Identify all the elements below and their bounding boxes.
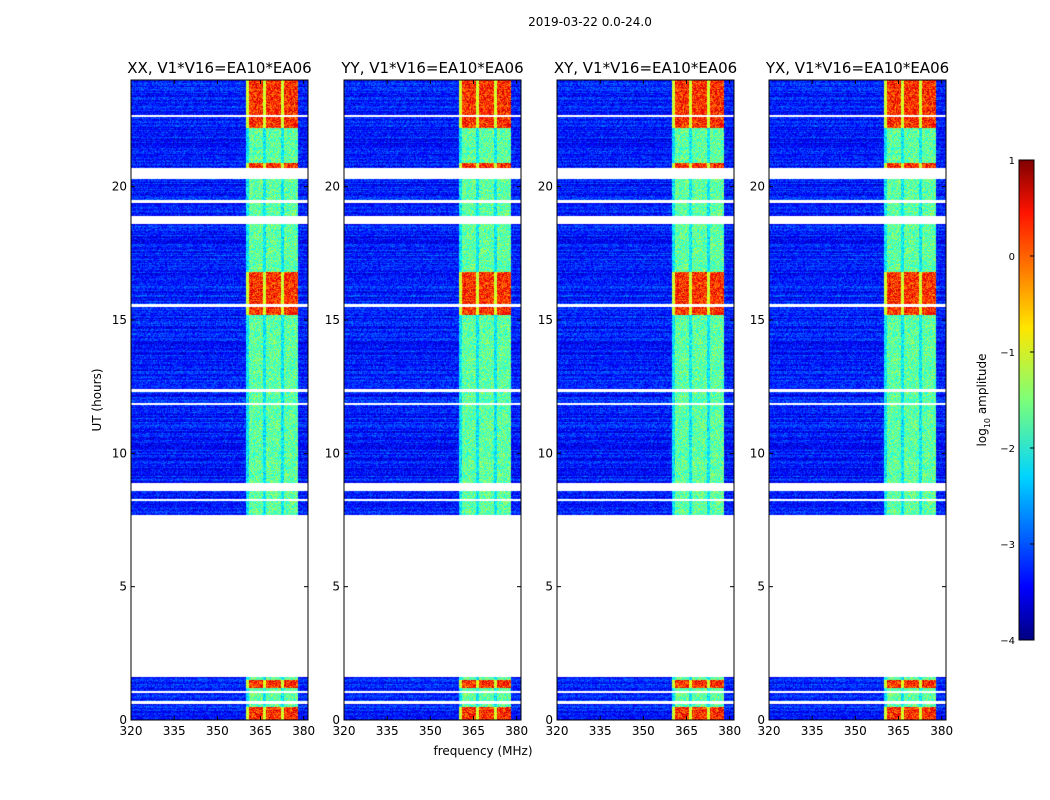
x-tick-label: 365 — [675, 724, 698, 738]
panel-title: XX, V1*V16=EA10*EA06 — [127, 59, 311, 77]
y-tick-label: 20 — [112, 180, 127, 194]
y-tick-label: 15 — [112, 313, 127, 327]
colorbar-tick-label: 0 — [1009, 252, 1015, 263]
x-tick-label: 350 — [206, 724, 229, 738]
x-tick-label: 350 — [632, 724, 655, 738]
colorbar-label: log10 amplitude — [975, 354, 992, 447]
colorbar-gradient — [1018, 159, 1035, 641]
x-tick-label: 320 — [120, 724, 143, 738]
x-tick-label: 335 — [801, 724, 824, 738]
panel-3: XY, V1*V16=EA10*EA06 320 335 350 365 380 0 5 10 1… — [538, 59, 741, 738]
x-tick-label: 320 — [546, 724, 569, 738]
y-tick-label: 15 — [750, 313, 765, 327]
y-tick-label: 15 — [325, 313, 340, 327]
x-tick-label: 320 — [333, 724, 356, 738]
panel-title: XY, V1*V16=EA10*EA06 — [554, 59, 737, 77]
heatmap-image — [769, 80, 946, 720]
y-tick-label: 5 — [119, 580, 127, 594]
x-tick-label: 380 — [292, 724, 315, 738]
colorbar-tick-label: −3 — [1000, 540, 1015, 551]
x-tick-label: 350 — [419, 724, 442, 738]
y-tick-label: 15 — [538, 313, 553, 327]
axes-frame — [130, 79, 309, 721]
y-tick-label: 10 — [112, 446, 127, 460]
y-tick-label: 10 — [750, 446, 765, 460]
x-tick-label: 335 — [163, 724, 186, 738]
x-tick-label: 335 — [589, 724, 612, 738]
axes-frame — [343, 79, 522, 721]
heatmap-image — [131, 80, 308, 720]
y-axis-label: UT (hours) — [90, 368, 104, 431]
x-tick-label: 380 — [505, 724, 528, 738]
y-tick-label: 20 — [750, 180, 765, 194]
x-tick-label: 380 — [718, 724, 741, 738]
x-tick-label: 335 — [376, 724, 399, 738]
x-axis-label: frequency (MHz) — [433, 744, 532, 758]
axes-frame — [768, 79, 947, 721]
axes-frame — [556, 79, 735, 721]
x-tick-label: 365 — [887, 724, 910, 738]
x-tick-label: 380 — [930, 724, 953, 738]
y-tick-label: 5 — [757, 580, 765, 594]
y-tick-label: 10 — [325, 446, 340, 460]
y-tick-label: 5 — [545, 580, 553, 594]
heatmap-image — [557, 80, 734, 720]
y-tick-label: 0 — [545, 713, 553, 727]
panel-title: YY, V1*V16=EA10*EA06 — [340, 59, 523, 77]
y-tick-label: 10 — [538, 446, 553, 460]
heatmap-image — [344, 80, 521, 720]
y-tick-label: 0 — [332, 713, 340, 727]
panel-title: YX, V1*V16=EA10*EA06 — [765, 59, 949, 77]
panel-4: YX, V1*V16=EA10*EA06 320 335 350 365 380 0 5 10 1… — [750, 59, 953, 738]
colorbar-tick-label: 1 — [1009, 156, 1015, 167]
y-tick-label: 0 — [119, 713, 127, 727]
x-tick-label: 320 — [758, 724, 781, 738]
colorbar: −4 −3 −2 −1 0 1 log10 amplitude — [975, 156, 1035, 647]
colorbar-tick-label: −4 — [1000, 636, 1015, 647]
colorbar-tick-label: −2 — [1000, 444, 1015, 455]
colorbar-ticks: −4 −3 −2 −1 0 1 — [1000, 156, 1034, 647]
y-tick-label: 0 — [757, 713, 765, 727]
figure-title: 2019-03-22 0.0-24.0 — [528, 15, 652, 29]
x-tick-label: 350 — [844, 724, 867, 738]
panel-2: YY, V1*V16=EA10*EA06 320 335 350 365 380 0 5 10 1… — [325, 59, 528, 738]
panel-1: XX, V1*V16=EA10*EA06 320 335 350 365 380 0 5 10 1… — [112, 59, 315, 738]
y-tick-label: 20 — [538, 180, 553, 194]
x-tick-label: 365 — [462, 724, 485, 738]
y-tick-label: 5 — [332, 580, 340, 594]
panels: XX, V1*V16=EA10*EA06 320 335 350 365 380 0 5 10 1… — [112, 59, 953, 738]
y-tick-label: 20 — [325, 180, 340, 194]
x-tick-label: 365 — [249, 724, 272, 738]
colorbar-tick-label: −1 — [1000, 348, 1015, 359]
